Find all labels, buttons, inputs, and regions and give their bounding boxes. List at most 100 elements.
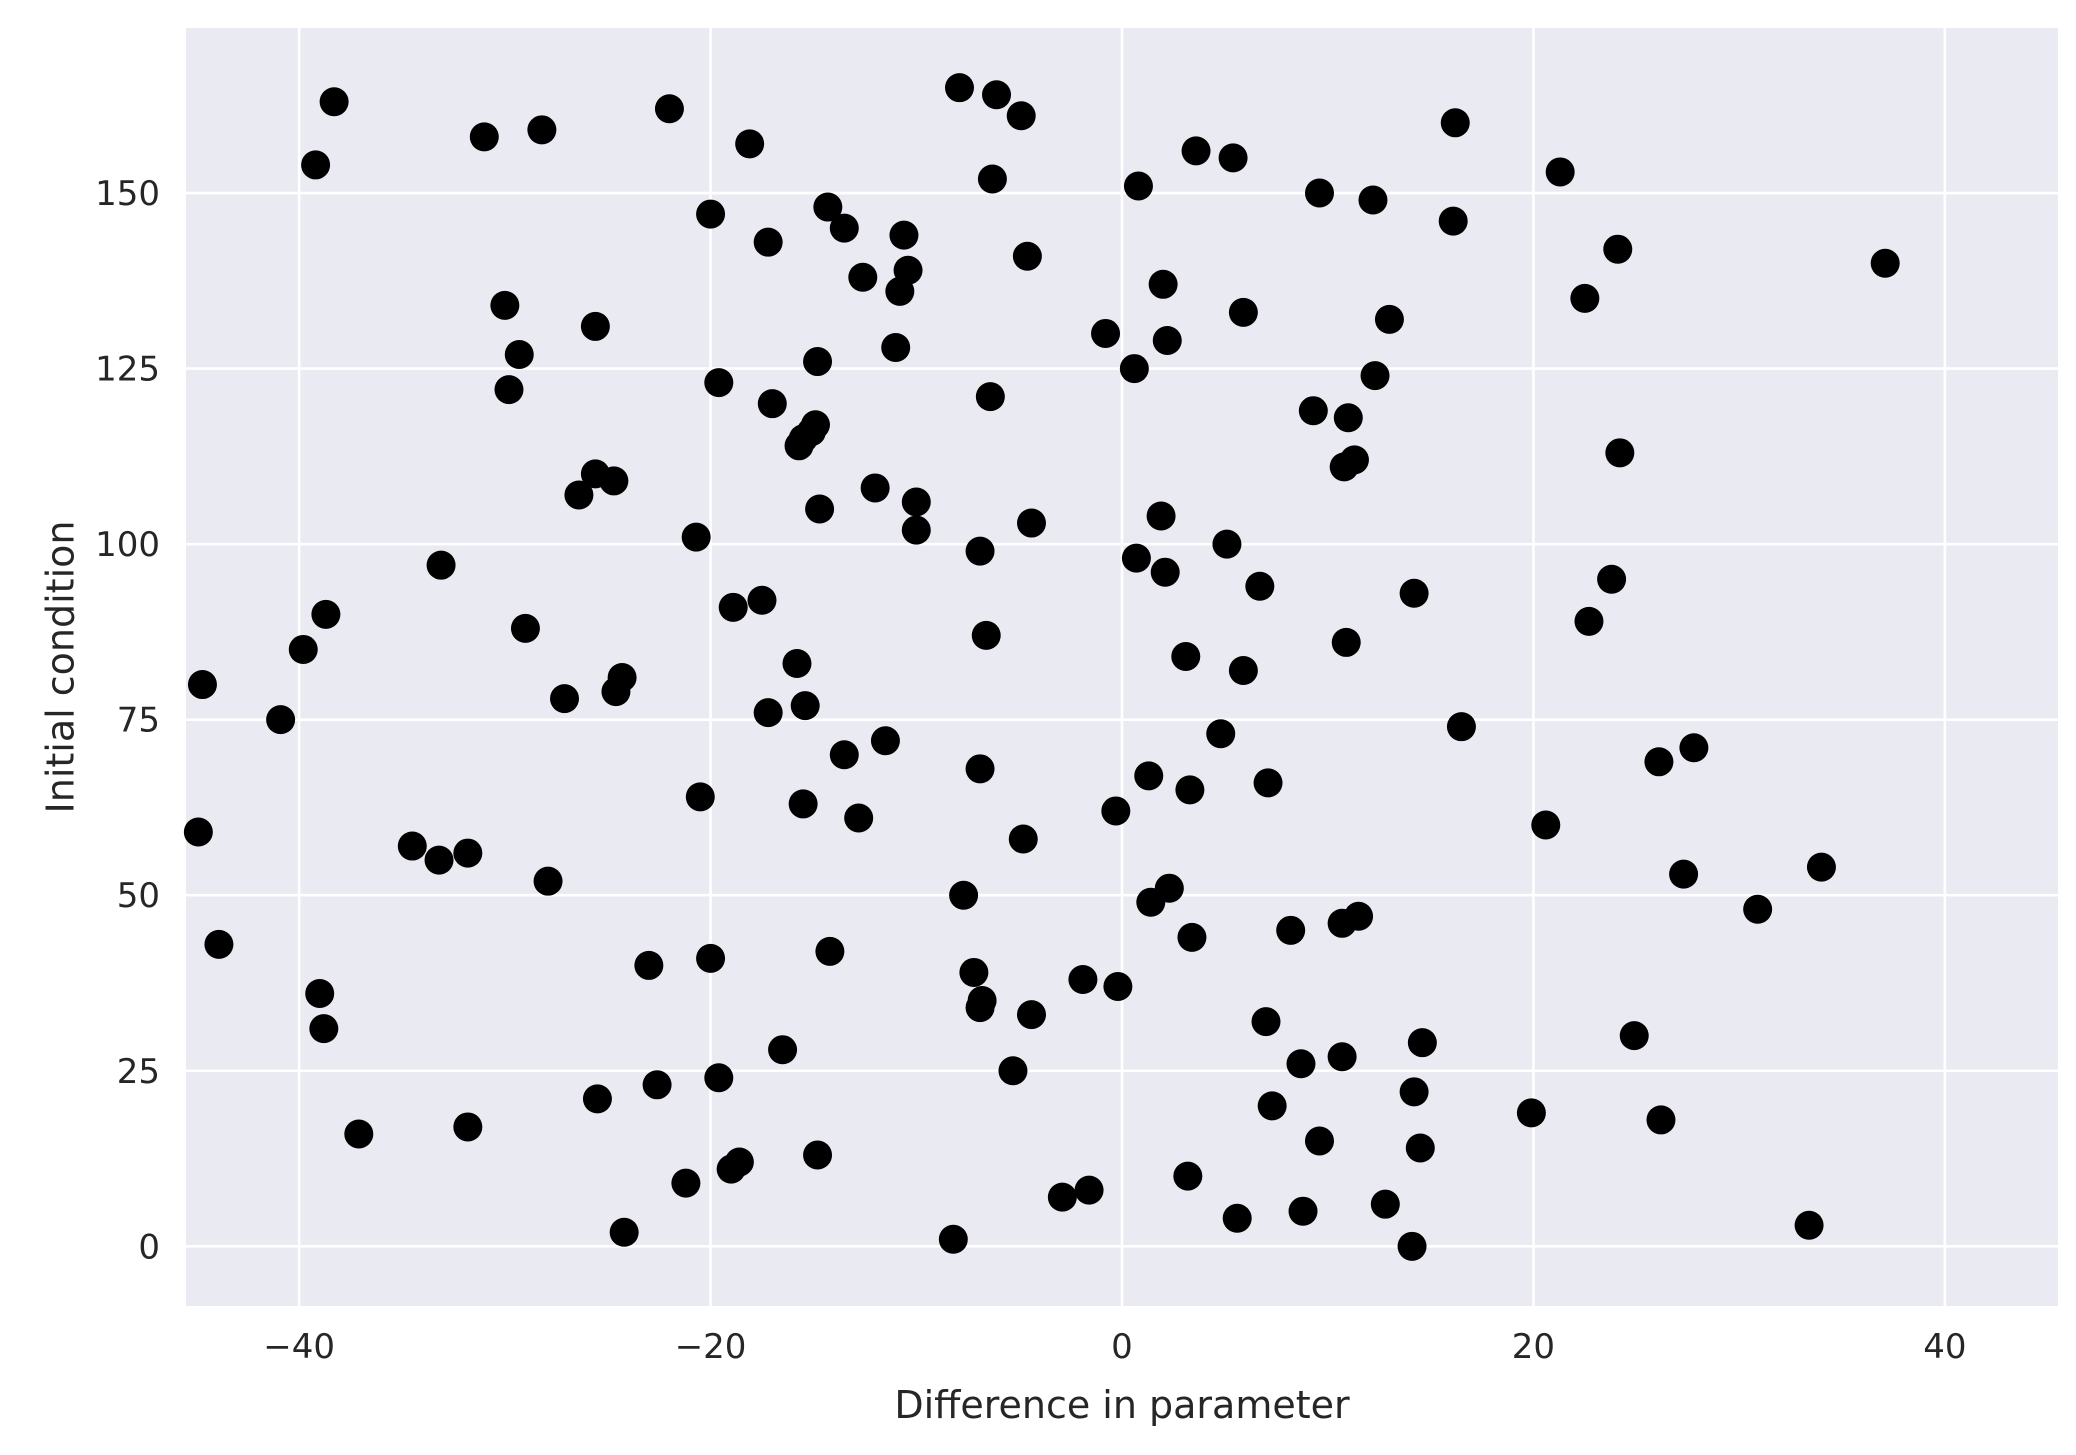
y-tick-label: 125 [95,350,160,390]
data-point [1603,234,1633,264]
data-point [1218,143,1248,173]
data-point [790,691,820,721]
data-point [1358,185,1388,215]
data-point [975,382,1005,412]
data-point [654,94,684,124]
data-point [1251,1007,1281,1037]
y-axis-label: Initial condition [38,521,82,814]
data-point [1175,775,1205,805]
data-point [1008,824,1038,854]
data-point [1245,571,1275,601]
data-point [1228,297,1258,327]
data-point [344,1119,374,1149]
data-point [311,599,341,629]
data-point [901,515,931,545]
data-point [959,957,989,987]
y-tick-label: 75 [117,701,160,741]
data-point [1276,915,1306,945]
data-point [453,838,483,868]
data-point [319,87,349,117]
y-tick-label: 50 [117,876,160,916]
data-point [704,368,734,398]
data-point [860,473,890,503]
data-point [803,347,833,377]
data-point [938,1224,968,1254]
data-point [1806,852,1836,882]
data-point [1181,136,1211,166]
data-point [582,1084,612,1114]
data-point [881,333,911,362]
data-point [716,1154,746,1184]
data-point [1545,157,1575,187]
data-point [753,227,783,257]
data-point [397,831,427,861]
data-point [671,1168,701,1198]
data-point [1570,283,1600,313]
data-point [1360,361,1390,391]
data-point [1123,171,1153,201]
data-point [965,993,995,1023]
data-point [1148,269,1178,299]
data-point [949,880,979,910]
data-point [1150,557,1180,587]
data-point [844,803,874,833]
data-point [1228,656,1258,686]
data-point [803,1140,833,1170]
data-point [782,648,812,678]
data-point [601,677,631,707]
data-point [685,782,715,812]
data-point [735,129,765,159]
data-point [1370,1189,1400,1219]
data-point [1047,1182,1077,1212]
data-point [187,670,217,700]
data-point [870,726,900,756]
data-point [1679,733,1709,763]
data-point [1091,318,1121,348]
data-point [1298,396,1328,426]
data-point [609,1217,639,1247]
data-point [204,929,234,959]
data-point [1121,543,1151,573]
data-point [815,936,845,966]
data-point [718,592,748,622]
data-point [1173,1161,1203,1191]
data-point [1206,719,1236,749]
data-point [1329,452,1359,482]
data-point [1644,747,1674,777]
data-point [1068,964,1098,994]
data-point [1405,1133,1435,1163]
data-point [1870,248,1900,278]
data-point [504,340,534,370]
data-point [1006,101,1036,131]
data-point [788,789,818,819]
data-point [1177,922,1207,952]
data-point [510,613,540,643]
data-point [805,494,835,524]
data-point [580,311,610,341]
x-tick-label: 40 [1923,1327,1966,1367]
data-point [1119,354,1149,384]
data-point [469,122,499,152]
x-tick-label: −40 [263,1327,335,1367]
data-point [813,192,843,222]
data-point [889,220,919,250]
data-point [1288,1196,1318,1226]
data-point [1399,578,1429,608]
data-point [1446,712,1476,742]
data-point [1212,529,1242,559]
data-point [998,1056,1028,1086]
x-axis-ticks: −40 −20 0 20 40 [263,1327,1966,1367]
data-point [696,943,726,973]
data-point [1374,304,1404,334]
data-point [982,80,1012,110]
x-axis-label: Difference in parameter [894,1383,1350,1427]
data-point [288,634,318,664]
data-point [1516,1098,1546,1128]
data-point [1012,241,1042,271]
data-point [1331,627,1361,657]
data-point [829,213,859,243]
x-tick-label: 20 [1512,1327,1555,1367]
data-point [1146,501,1176,531]
data-point [490,290,520,320]
data-point [753,698,783,728]
